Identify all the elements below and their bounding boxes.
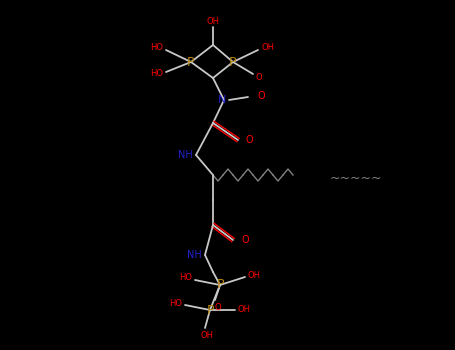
Text: N: N — [218, 95, 226, 105]
Text: OH: OH — [201, 330, 213, 340]
Text: P: P — [206, 303, 214, 316]
Text: P: P — [229, 56, 237, 69]
Text: NH: NH — [178, 150, 193, 160]
Text: O: O — [256, 72, 263, 82]
Text: P: P — [216, 279, 224, 292]
Text: OH: OH — [207, 16, 219, 26]
Text: OH: OH — [238, 306, 251, 315]
Text: ~~~~~: ~~~~~ — [330, 172, 383, 184]
Text: O: O — [241, 235, 248, 245]
Text: NH: NH — [187, 250, 202, 260]
Text: OH: OH — [248, 271, 261, 280]
Text: O: O — [245, 135, 253, 145]
Text: HO: HO — [179, 273, 192, 282]
Text: O: O — [258, 91, 266, 101]
Text: P: P — [187, 56, 195, 69]
Text: HO: HO — [169, 299, 182, 308]
Text: HO: HO — [150, 70, 163, 78]
Text: OH: OH — [261, 43, 274, 52]
Text: O: O — [215, 302, 221, 312]
Text: HO: HO — [150, 43, 163, 52]
